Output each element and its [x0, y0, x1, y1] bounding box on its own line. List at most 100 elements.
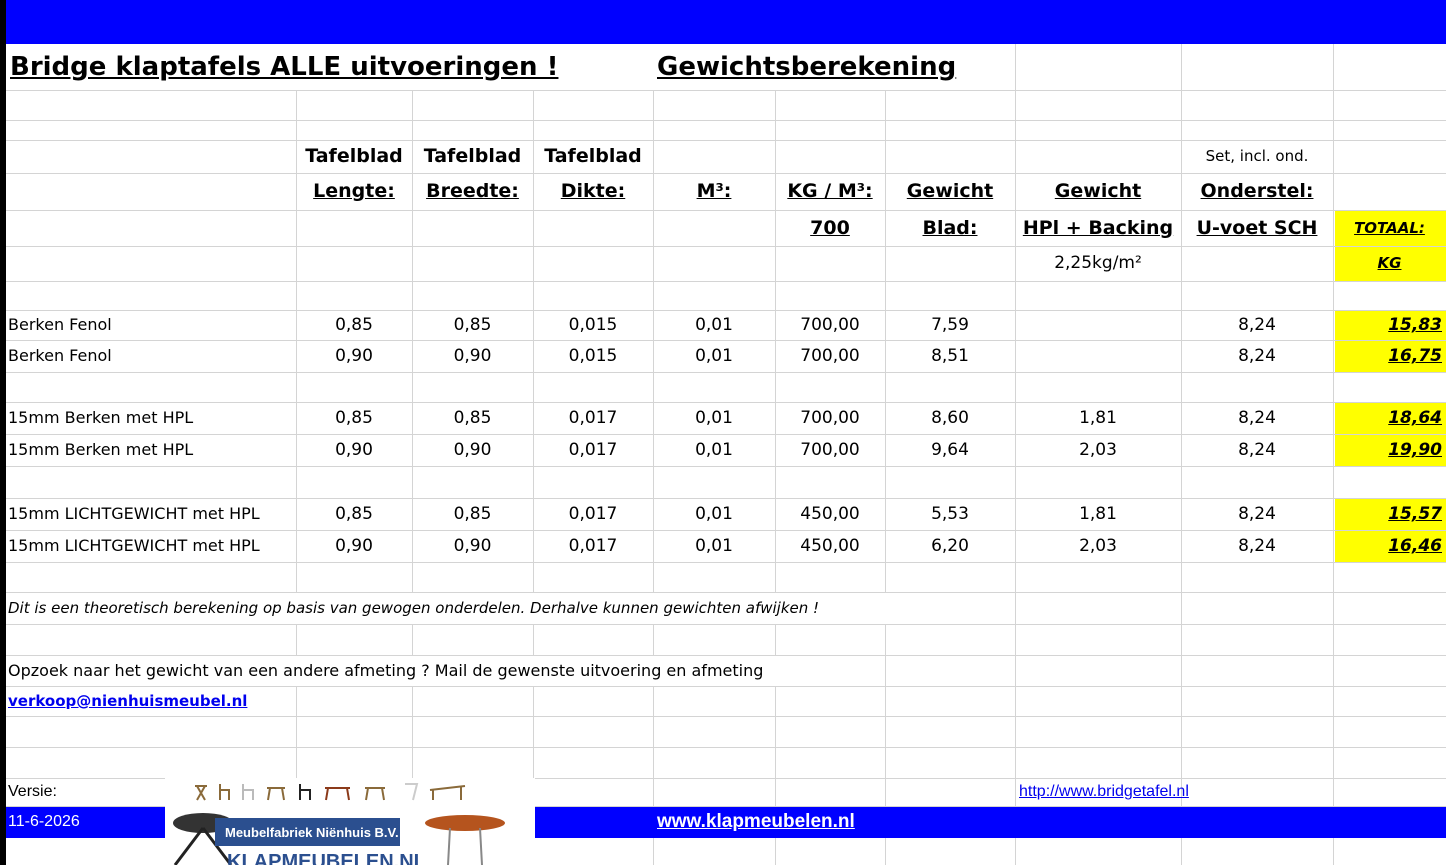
grid-line: [1333, 140, 1334, 173]
header-cell: HPl + Backing: [1015, 210, 1181, 246]
spreadsheet: Bridge klaptafels ALLE uitvoeringen !Gew…: [0, 0, 1446, 865]
value-cell: 450,00: [775, 530, 885, 562]
grid-line: [6, 466, 1446, 467]
grid-line: [1015, 686, 1016, 716]
grid-line: [533, 372, 534, 402]
grid-line: [1015, 624, 1016, 655]
note: Dit is een theoretisch berekening op bas…: [6, 592, 1015, 624]
logo: Meubelfabriek Niënhuis B.V. KLAPMEUBELEN…: [165, 778, 535, 865]
grid-line: [1181, 466, 1182, 498]
grid-line: [1181, 838, 1182, 865]
email-link[interactable]: verkoop@nienhuismeubel.nl: [6, 686, 412, 716]
grid-line: [775, 372, 776, 402]
total-value: 18,64: [1333, 402, 1446, 434]
grid-line: [296, 716, 297, 747]
grid-line: [412, 686, 413, 716]
grid-line: [885, 372, 886, 402]
grid-line: [1181, 562, 1182, 592]
grid-line: [1181, 592, 1182, 624]
grid-line: [885, 655, 886, 686]
grid-line: [296, 562, 297, 592]
grid-line: [296, 281, 297, 310]
grid-line: [885, 686, 886, 716]
grid-line: [885, 838, 886, 865]
grid-line: [653, 140, 654, 173]
grid-line: [1015, 466, 1016, 498]
grid-line: [533, 120, 534, 140]
value-cell: 0,85: [296, 402, 412, 434]
grid-line: [1181, 44, 1182, 90]
value-cell: 8,24: [1181, 530, 1333, 562]
row-label: 15mm LICHTGEWICHT met HPL: [6, 530, 296, 562]
header-cell: Onderstel:: [1181, 173, 1333, 210]
value-cell: 700,00: [775, 402, 885, 434]
value-cell: 8,60: [885, 402, 1015, 434]
grid-line: [1015, 592, 1016, 624]
grid-line: [1333, 747, 1334, 778]
header-cell: TOTAAL:: [1333, 210, 1446, 246]
grid-line: [1015, 372, 1016, 402]
grid-line: [775, 562, 776, 592]
total-value: 15,57: [1333, 498, 1446, 530]
row-label: 15mm Berken met HPL: [6, 434, 296, 466]
title: Bridge klaptafels ALLE uitvoeringen !: [6, 44, 653, 90]
grid-line: [296, 90, 297, 120]
value-cell: 0,017: [533, 530, 653, 562]
grid-line: [1015, 44, 1016, 90]
value-cell: 0,017: [533, 402, 653, 434]
value-cell: 0,90: [296, 340, 412, 372]
grid-line: [6, 624, 1446, 625]
grid-line: [412, 747, 413, 778]
header-cell: Tafelblad: [533, 140, 653, 173]
row-label: 15mm LICHTGEWICHT met HPL: [6, 498, 296, 530]
grid-line: [885, 624, 886, 655]
total-value: 16,46: [1333, 530, 1446, 562]
value-cell: 0,85: [412, 402, 533, 434]
logo-brand: KLAPMEUBELEN.NL: [227, 851, 426, 865]
inquiry: Opzoek naar het gewicht van een andere a…: [6, 655, 885, 686]
grid-line: [1333, 838, 1334, 865]
site-link[interactable]: www.klapmeubelen.nl: [653, 806, 1015, 838]
url-link[interactable]: http://www.bridgetafel.nl: [1015, 778, 1333, 806]
grid-line: [1015, 90, 1016, 120]
header-cell: Tafelblad: [412, 140, 533, 173]
value-cell: 0,015: [533, 340, 653, 372]
value-cell: 0,90: [296, 530, 412, 562]
grid-line: [412, 246, 413, 281]
grid-line: [1181, 90, 1182, 120]
grid-line: [775, 716, 776, 747]
grid-line: [653, 747, 654, 778]
grid-line: [775, 686, 776, 716]
row-label: Berken Fenol: [6, 340, 296, 372]
grid-line: [296, 246, 297, 281]
value-cell: 9,64: [885, 434, 1015, 466]
grid-line: [775, 140, 776, 173]
grid-line: [1181, 281, 1182, 310]
grid-line: [1333, 562, 1334, 592]
grid-line: [6, 120, 1446, 121]
grid-line: [775, 90, 776, 120]
value-cell: 0,90: [296, 434, 412, 466]
value-cell: 0,01: [653, 402, 775, 434]
grid-line: [653, 466, 654, 498]
value-cell: 1,81: [1015, 498, 1181, 530]
header-cell: Blad:: [885, 210, 1015, 246]
grid-line: [653, 686, 654, 716]
header-cell: 2,25kg/m²: [1015, 246, 1181, 281]
grid-line: [6, 747, 1446, 748]
header-cell: Set, incl. ond.: [1181, 140, 1333, 173]
grid-line: [1181, 120, 1182, 140]
value-cell: 7,59: [885, 310, 1015, 340]
grid-line: [885, 466, 886, 498]
grid-line: [653, 716, 654, 747]
grid-line: [412, 372, 413, 402]
value-cell: 700,00: [775, 340, 885, 372]
grid-line: [533, 624, 534, 655]
grid-line: [412, 716, 413, 747]
value-cell: 0,01: [653, 310, 775, 340]
total-value: 15,83: [1333, 310, 1446, 340]
value-cell: 8,24: [1181, 498, 1333, 530]
value-cell: 5,53: [885, 498, 1015, 530]
header-cell: KG: [1333, 246, 1446, 281]
grid-line: [1015, 281, 1016, 310]
